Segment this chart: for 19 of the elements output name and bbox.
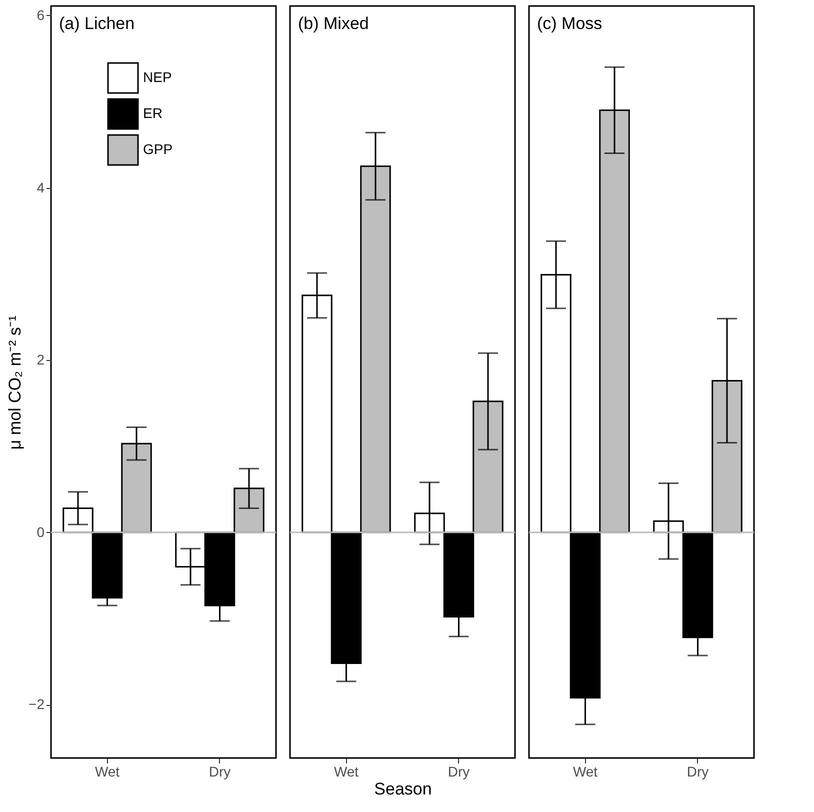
y-tick-label: 4: [36, 179, 45, 196]
legend-label: NEP: [143, 69, 172, 85]
x-axis-title: Season: [374, 780, 432, 798]
x-tick-label: Dry: [686, 764, 709, 780]
y-tick-label: 2: [36, 352, 45, 368]
x-tick-label: Wet: [572, 764, 598, 780]
legend-label: GPP: [143, 141, 173, 157]
x-tick-label: Dry: [448, 764, 470, 780]
x-tick-label: Wet: [334, 764, 359, 780]
text: (a) Lichen: [59, 14, 135, 33]
x-tick-label: Wet: [94, 764, 120, 780]
y-tick-label: 0: [36, 524, 45, 540]
y-tick-label: 6: [36, 6, 45, 23]
y-tick-label: −2: [28, 696, 45, 712]
x-tick-label: Dry: [208, 764, 231, 780]
y-axis-title: μ mol CO₂ m⁻² s⁻¹: [6, 315, 25, 450]
text: (b) Mixed: [298, 14, 369, 33]
text: (c) Moss: [537, 14, 602, 33]
legend-label: ER: [143, 105, 162, 121]
